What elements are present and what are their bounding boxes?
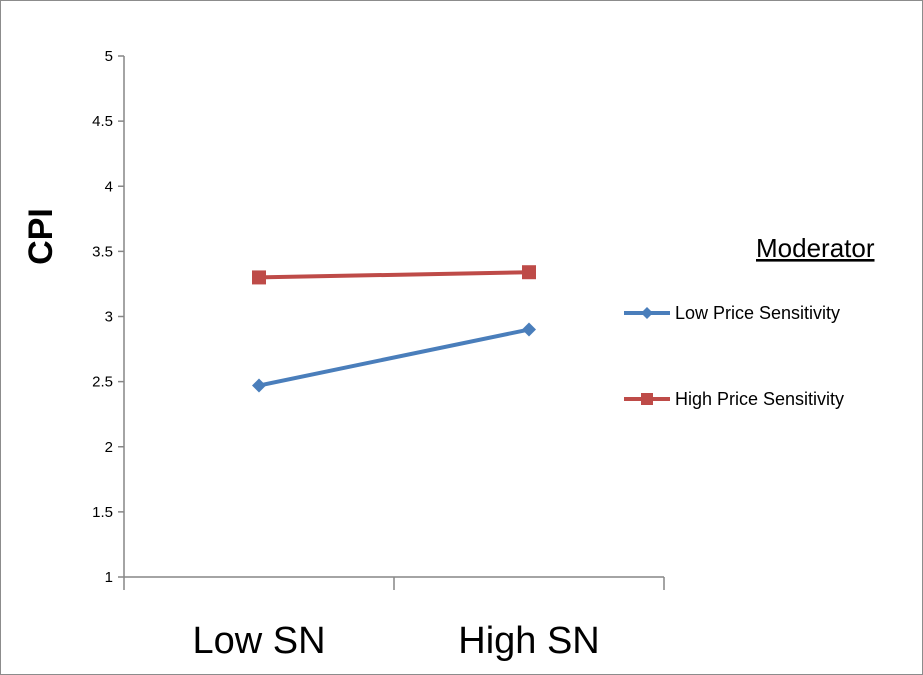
y-axis-ticks: 1 1.5 2 2.5 3 3.5 4 4.5 5 (92, 48, 124, 586)
y-tick-label: 2.5 (92, 374, 113, 391)
legend-label: High Price Sensitivity (675, 389, 844, 409)
legend-item: Low Price Sensitivity (624, 303, 840, 323)
legend-swatch-marker (641, 307, 653, 319)
series-line (257, 327, 531, 388)
y-tick-label: 1 (105, 569, 113, 586)
data-point (522, 322, 536, 337)
data-point (252, 378, 266, 393)
x-category-label: Low SN (192, 620, 325, 662)
legend-label: Low Price Sensitivity (675, 303, 840, 323)
y-tick-label: 3 (105, 309, 113, 326)
y-tick-label: 5 (105, 48, 113, 65)
y-tick-label: 3.5 (92, 243, 113, 260)
y-tick-label: 1.5 (92, 504, 113, 521)
legend-swatch-marker (641, 393, 653, 405)
x-axis-ticks: Low SN High SN (123, 577, 665, 662)
legend: Low Price Sensitivity High Price Sensitiv… (624, 303, 844, 409)
legend-item: High Price Sensitivity (624, 389, 844, 409)
data-point (252, 270, 266, 285)
y-tick-label: 2 (105, 439, 113, 456)
y-tick-label: 4 (105, 178, 113, 195)
series-line (257, 270, 531, 280)
series-layer (252, 265, 536, 393)
legend-title: Moderator (756, 233, 875, 263)
series-1 (252, 322, 536, 393)
x-category-label: High SN (458, 620, 600, 662)
data-point (522, 265, 536, 280)
y-tick-label: 4.5 (92, 113, 113, 130)
y-axis-label: CPI (22, 208, 60, 265)
series-2 (252, 265, 536, 285)
